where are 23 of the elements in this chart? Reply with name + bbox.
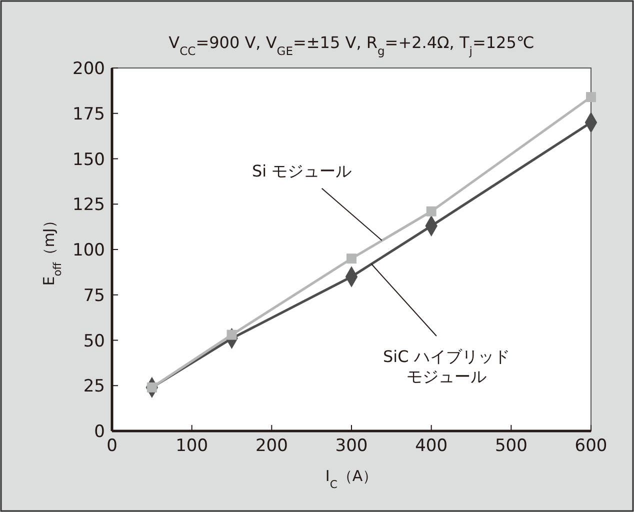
- x-tick-label: 0: [106, 436, 118, 456]
- y-tick-label: 100: [72, 240, 105, 260]
- chart-title: V$_{CC}$=900 V, V$_{GE}$=±15 V, R$_{g}$=+2.4Ω, T$_{j}$=125℃: [168, 33, 534, 58]
- y-tick-label: 0: [94, 422, 105, 442]
- point: [346, 254, 356, 264]
- y-tick-label: 25: [83, 376, 105, 397]
- x-tick-label: 400: [415, 436, 448, 456]
- y-tick-label: 50: [83, 331, 105, 352]
- y-tick-label: 75: [83, 286, 105, 306]
- x-tick-label: 100: [176, 436, 208, 456]
- annotation: Si モジュール: [252, 161, 352, 180]
- point: [426, 206, 436, 216]
- x-tick-label: 600: [574, 436, 608, 456]
- y-tick-label: 150: [72, 150, 105, 170]
- y-tick-label: 125: [72, 195, 105, 216]
- x-tick-label: 200: [255, 436, 288, 456]
- y-tick-label: 175: [72, 104, 105, 124]
- x-tick-label: 300: [335, 436, 368, 456]
- y-tick-label: 200: [72, 59, 105, 79]
- x-tick-label: 500: [494, 436, 528, 456]
- annotation: SiC ハイブリッドモジュール: [383, 347, 510, 386]
- point: [586, 92, 596, 102]
- x-axis-title: I$_{C}$（A）: [325, 467, 378, 490]
